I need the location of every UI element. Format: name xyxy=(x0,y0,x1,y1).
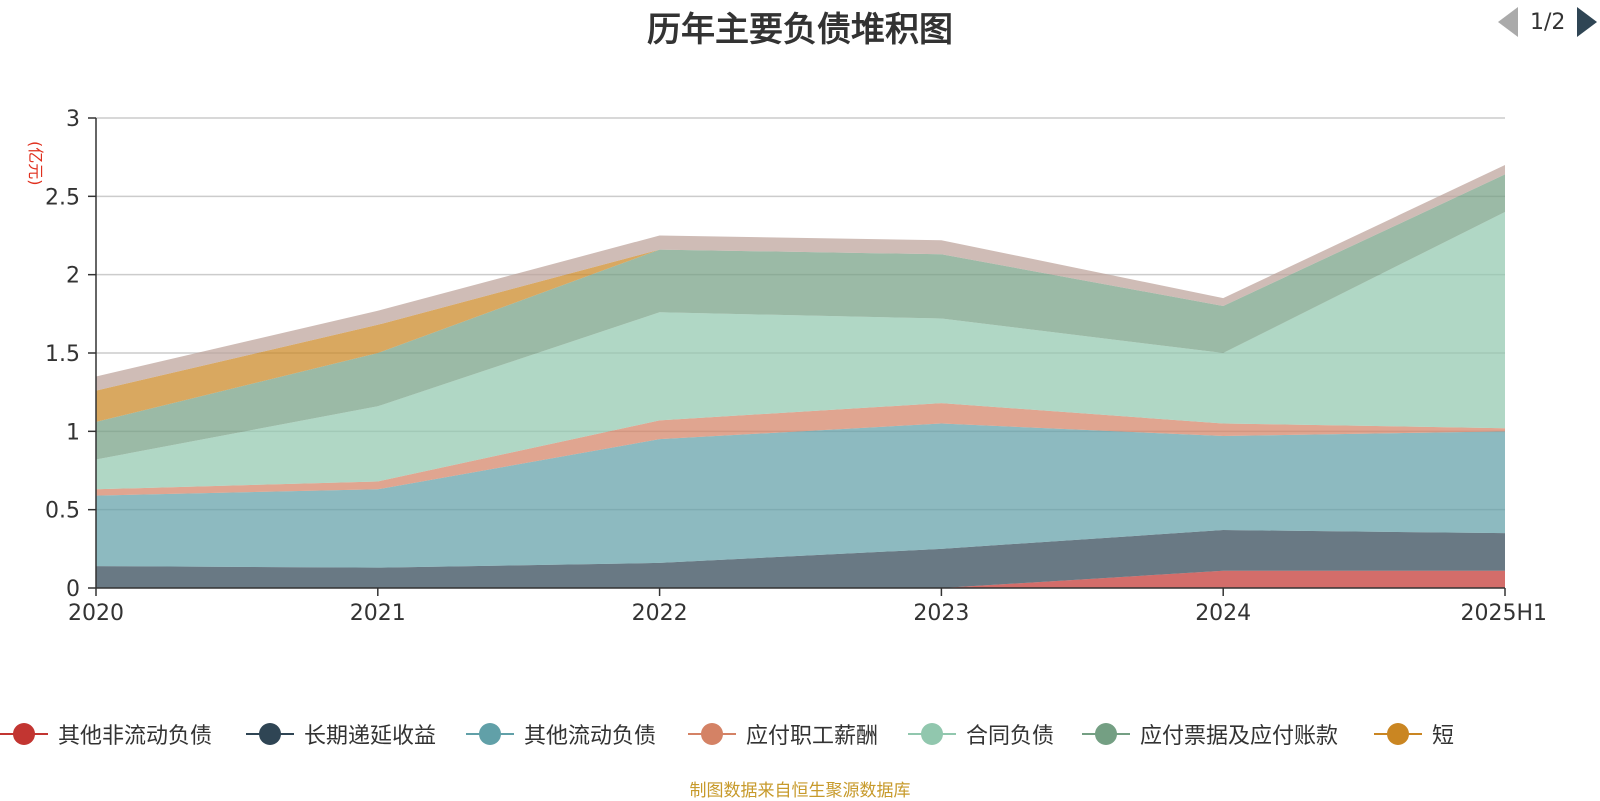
y-tick-label: 0.5 xyxy=(45,499,80,524)
legend-label: 短 xyxy=(1432,724,1455,749)
x-tick-label: 2022 xyxy=(632,601,688,626)
area-series-2 xyxy=(96,423,1505,568)
y-tick-label: 0 xyxy=(66,577,80,602)
legend-marker-icon xyxy=(246,712,294,756)
x-tick-label: 2023 xyxy=(913,601,969,626)
legend-next-page-icon[interactable] xyxy=(1577,7,1598,37)
axes: 0 0.5 1 1.5 2 2.5 3 2020 2021 2022 2023 2024 2025H1 xyxy=(45,107,1547,626)
legend-item[interactable]: 应付票据及应付账款 xyxy=(1082,712,1338,756)
legend-label: 其他流动负债 xyxy=(524,724,657,749)
legend-item[interactable]: 其他流动负债 xyxy=(466,712,656,756)
area-series-0 xyxy=(96,570,1505,588)
legend: 其他非流动负债 长期递延收益 其他流动负债 应付职工薪酬 合同负债 应付票据及应付账款 短 xyxy=(0,712,1600,756)
legend-prev-page-icon[interactable] xyxy=(1498,7,1518,37)
legend-item[interactable]: 短 xyxy=(1374,712,1454,756)
chart-plot-area: 0 0.5 1 1.5 2 2.5 3 2020 2021 2022 2023 2024 2025H1 xyxy=(45,107,1547,626)
y-tick-label: 2.5 xyxy=(45,185,80,210)
legend-pager: 1/2 xyxy=(1498,0,1598,44)
area-series-5 xyxy=(96,174,1505,460)
legend-marker-icon xyxy=(466,712,514,756)
legend-label: 应付职工薪酬 xyxy=(746,724,879,749)
legend-label: 应付票据及应付账款 xyxy=(1140,724,1339,749)
legend-marker-icon xyxy=(1374,712,1422,756)
x-tick-label: 2025H1 xyxy=(1460,601,1547,626)
legend-marker-icon xyxy=(908,712,956,756)
legend-marker-icon xyxy=(1082,712,1130,756)
y-tick-label: 3 xyxy=(66,107,80,132)
y-tick-label: 1.5 xyxy=(45,342,80,367)
x-tick-label: 2020 xyxy=(68,601,124,626)
source-note: 制图数据来自恒生聚源数据库 xyxy=(689,781,911,801)
legend-marker-icon xyxy=(0,712,48,756)
legend-marker-icon xyxy=(688,712,736,756)
x-tick-label: 2021 xyxy=(350,601,406,626)
area-series-4 xyxy=(96,212,1505,490)
legend-label: 合同负债 xyxy=(966,724,1055,749)
legend-label: 其他非流动负债 xyxy=(58,724,213,749)
y-tick-label: 2 xyxy=(66,264,80,289)
legend-item[interactable]: 应付职工薪酬 xyxy=(688,712,878,756)
x-tick-label: 2024 xyxy=(1195,601,1251,626)
area-series-layer xyxy=(96,165,1505,588)
legend-item[interactable]: 合同负债 xyxy=(908,712,1054,756)
legend-label: 长期递延收益 xyxy=(304,724,437,749)
legend-item[interactable]: 其他非流动负债 xyxy=(0,712,212,756)
legend-page-indicator: 1/2 xyxy=(1530,9,1566,35)
y-tick-label: 1 xyxy=(66,420,80,445)
legend-item[interactable]: 长期递延收益 xyxy=(246,712,436,756)
chart-title: 历年主要负债堆积图 xyxy=(647,10,953,50)
area-series-3 xyxy=(96,403,1505,496)
area-series-1 xyxy=(96,530,1505,588)
